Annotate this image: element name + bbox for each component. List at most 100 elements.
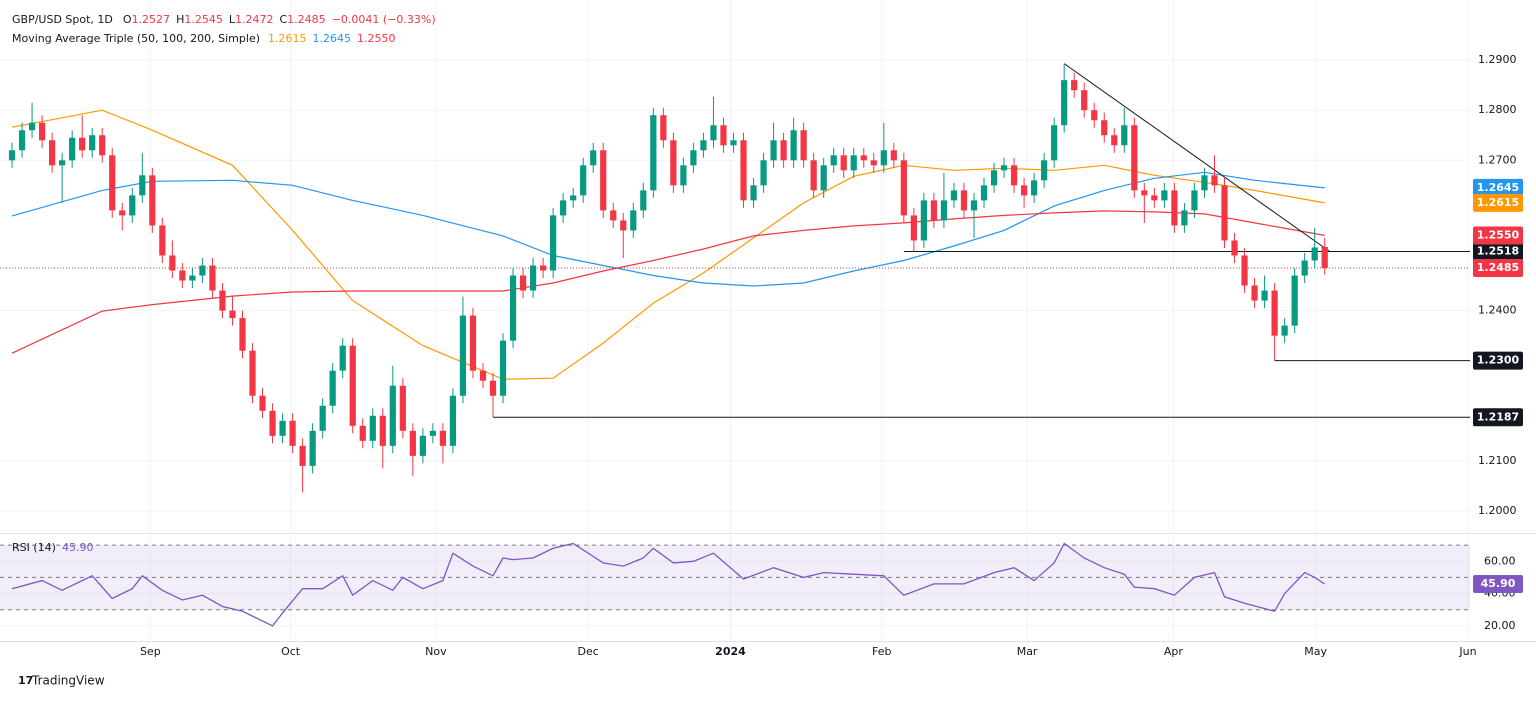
candle-body	[329, 370, 336, 406]
x-tick-label: Feb	[872, 645, 891, 658]
y-tick-label: 1.2900	[1478, 53, 1517, 66]
candle-body	[1151, 195, 1158, 201]
ohlc-value: 1.2545	[184, 13, 223, 26]
candle-body	[590, 150, 597, 166]
candle-body	[1111, 135, 1118, 146]
price-tag-label: 1.2550	[1477, 228, 1520, 241]
ohlc-key: O	[123, 13, 132, 26]
candle-body	[289, 420, 296, 446]
candle-body	[1031, 180, 1038, 196]
candle-body	[620, 220, 627, 231]
symbol-title: GBP/USD Spot, 1D	[12, 13, 113, 26]
candle-body	[149, 175, 156, 226]
moving-average	[11, 210, 1325, 354]
moving-average	[11, 109, 1325, 380]
candle-body	[990, 170, 998, 186]
indicator-value: 1.2645	[313, 32, 352, 45]
candle-body	[159, 225, 166, 256]
candle-body	[1301, 260, 1308, 276]
candle-body	[1161, 190, 1168, 201]
price-tag	[1473, 351, 1523, 370]
candle-body	[279, 420, 286, 436]
price-tag-label: 1.2300	[1477, 354, 1520, 367]
candle-body	[560, 200, 567, 216]
candle-body	[519, 275, 527, 291]
trendline	[1063, 63, 1330, 252]
candle-body	[1311, 247, 1318, 261]
candle-body	[249, 350, 256, 396]
candle-body	[720, 125, 727, 146]
candle-body	[489, 380, 497, 396]
candle-body	[49, 140, 56, 166]
candle-body	[189, 275, 196, 281]
ohlc-key: L	[229, 13, 236, 26]
candle-body	[129, 195, 136, 216]
moving-average	[11, 171, 1325, 287]
candle-body	[840, 155, 847, 171]
price-tag-label: 1.2485	[1477, 261, 1519, 274]
candle-body	[770, 140, 777, 161]
candle-body	[1191, 190, 1198, 211]
candle-body	[780, 140, 787, 161]
rsi-name: RSI (14)	[12, 541, 56, 554]
x-tick-label: Apr	[1164, 645, 1184, 658]
candle-body	[219, 290, 226, 311]
ohlc-key: H	[176, 13, 184, 26]
candle-body	[930, 200, 938, 221]
candle-body	[920, 200, 927, 241]
price-tag	[1473, 408, 1523, 427]
candle-body	[600, 150, 607, 211]
ohlc-value: 1.2527	[132, 13, 171, 26]
candle-body	[890, 150, 897, 161]
candle-body	[1061, 80, 1068, 126]
candle-body	[910, 215, 917, 241]
y-tick-label: 1.2000	[1478, 504, 1517, 517]
candle-body	[650, 115, 657, 191]
candle-body	[570, 195, 577, 201]
candle-body	[690, 150, 697, 166]
candle-body	[760, 160, 767, 186]
candle-body	[169, 255, 176, 271]
x-tick-label: Nov	[425, 645, 447, 658]
indicator-value: 1.2615	[268, 32, 307, 45]
candle-body	[59, 160, 66, 166]
candle-body	[750, 185, 757, 201]
price-tag	[1473, 178, 1523, 197]
candle-body	[109, 155, 116, 211]
rsi-tag-label: 45.90	[1481, 577, 1516, 590]
candle-body	[1101, 120, 1108, 136]
candle-body	[28, 122, 36, 131]
candle-body	[880, 150, 887, 166]
x-tick-label: Dec	[578, 645, 599, 658]
candle-body	[1221, 185, 1228, 241]
candle-body	[459, 315, 467, 396]
candle-body	[1271, 290, 1278, 336]
change-value: −0.0041 (−0.33%)	[332, 13, 436, 26]
candle-body	[1020, 185, 1028, 196]
candle-body	[359, 425, 366, 441]
candle-body	[950, 190, 958, 201]
candle-body	[339, 345, 346, 371]
candle-body	[1201, 175, 1208, 191]
candle-body	[79, 137, 86, 151]
candle-body	[1321, 246, 1328, 269]
candle-body	[580, 165, 587, 196]
candle-body	[900, 160, 907, 216]
candle-body	[509, 275, 517, 341]
candle-body	[38, 122, 46, 141]
candle-body	[940, 200, 948, 221]
candle-body	[610, 210, 617, 221]
candle-body	[69, 137, 76, 161]
candle-body	[469, 315, 477, 371]
y-tick-label: 1.2700	[1478, 153, 1517, 166]
price-tag-label: 1.2615	[1477, 196, 1519, 209]
rsi-value: 45.90	[62, 541, 94, 554]
rsi-tick-label: 60.00	[1484, 554, 1516, 567]
candle-body	[980, 185, 988, 201]
candle-body	[860, 155, 867, 161]
candle-body	[529, 265, 537, 291]
candle-body	[449, 395, 457, 446]
rsi-line	[11, 542, 1326, 627]
